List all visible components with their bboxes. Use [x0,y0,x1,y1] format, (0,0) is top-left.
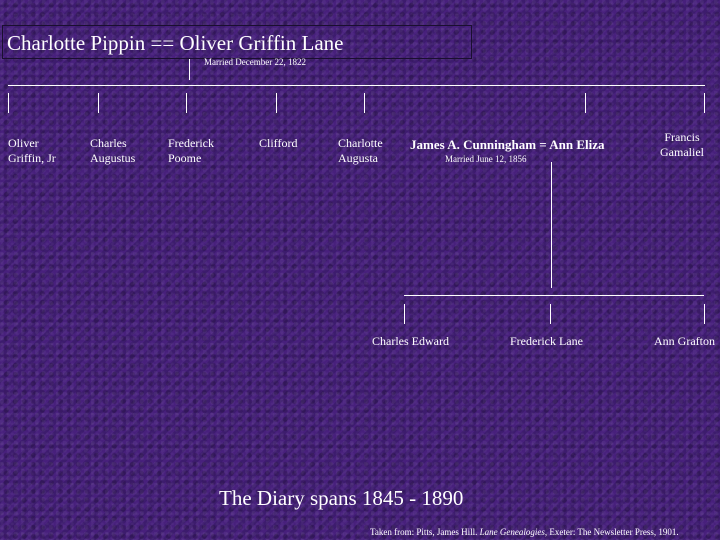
child-drop-line [364,93,365,113]
marriage-connector: == [150,31,175,55]
child-drop-line [276,93,277,113]
child-charles-augustus: Charles Augustus [90,136,136,165]
child-francis-gamaliel: Francis Gamaliel [660,130,704,159]
child-clifford: Clifford [259,136,298,150]
child-drop-line [585,93,586,113]
grandchildren-connector-line [404,295,704,296]
child-frederick-poome: Frederick Poome [168,136,214,165]
second-couple: James A. Cunningham = Ann Eliza [410,137,605,152]
grandchild-charles-edward: Charles Edward [372,334,449,348]
child-drop-line [8,93,9,113]
source-credit: Taken from: Pitts, James Hill. Lane Gene… [370,527,679,537]
parents-descent-line [189,59,190,80]
husband-name: Oliver Griffin Lane [179,31,344,55]
grandchild-drop-line [704,304,705,324]
grandchild-drop-line [404,304,405,324]
child-drop-line [98,93,99,113]
grandchild-frederick-lane: Frederick Lane [510,334,583,348]
grandchild-drop-line [550,304,551,324]
child-charlotte-augusta: Charlotte Augusta [338,136,383,165]
source-credit-title: Lane Genealogies [479,527,545,537]
second-couple-descent-line [551,162,552,288]
grandchild-ann-grafton: Ann Grafton [654,334,715,348]
diary-span-caption: The Diary spans 1845 - 1890 [219,486,464,510]
second-couple-marriage-date: Married June 12, 1856 [445,154,527,164]
parents-couple-box: Charlotte Pippin == Oliver Griffin Lane [2,25,472,59]
children-connector-line [8,85,705,86]
child-drop-line [186,93,187,113]
child-drop-line [704,93,705,113]
child-oliver-griffin-jr: Oliver Griffin, Jr [8,136,56,165]
wife-name: Charlotte Pippin [7,31,146,55]
parents-marriage-date: Married December 22, 1822 [204,57,306,67]
